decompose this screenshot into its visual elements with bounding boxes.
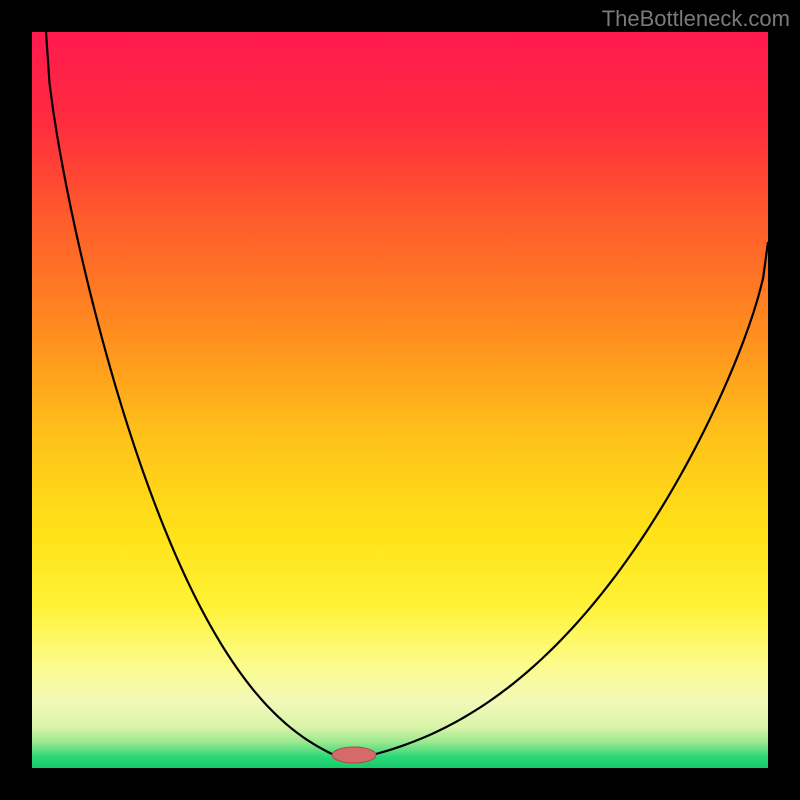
bottom-marker [332, 747, 376, 763]
chart-container: TheBottleneck.com [0, 0, 800, 800]
gradient-background [32, 32, 768, 768]
watermark-text: TheBottleneck.com [602, 6, 790, 32]
chart-svg [32, 32, 768, 768]
plot-area [32, 32, 768, 768]
